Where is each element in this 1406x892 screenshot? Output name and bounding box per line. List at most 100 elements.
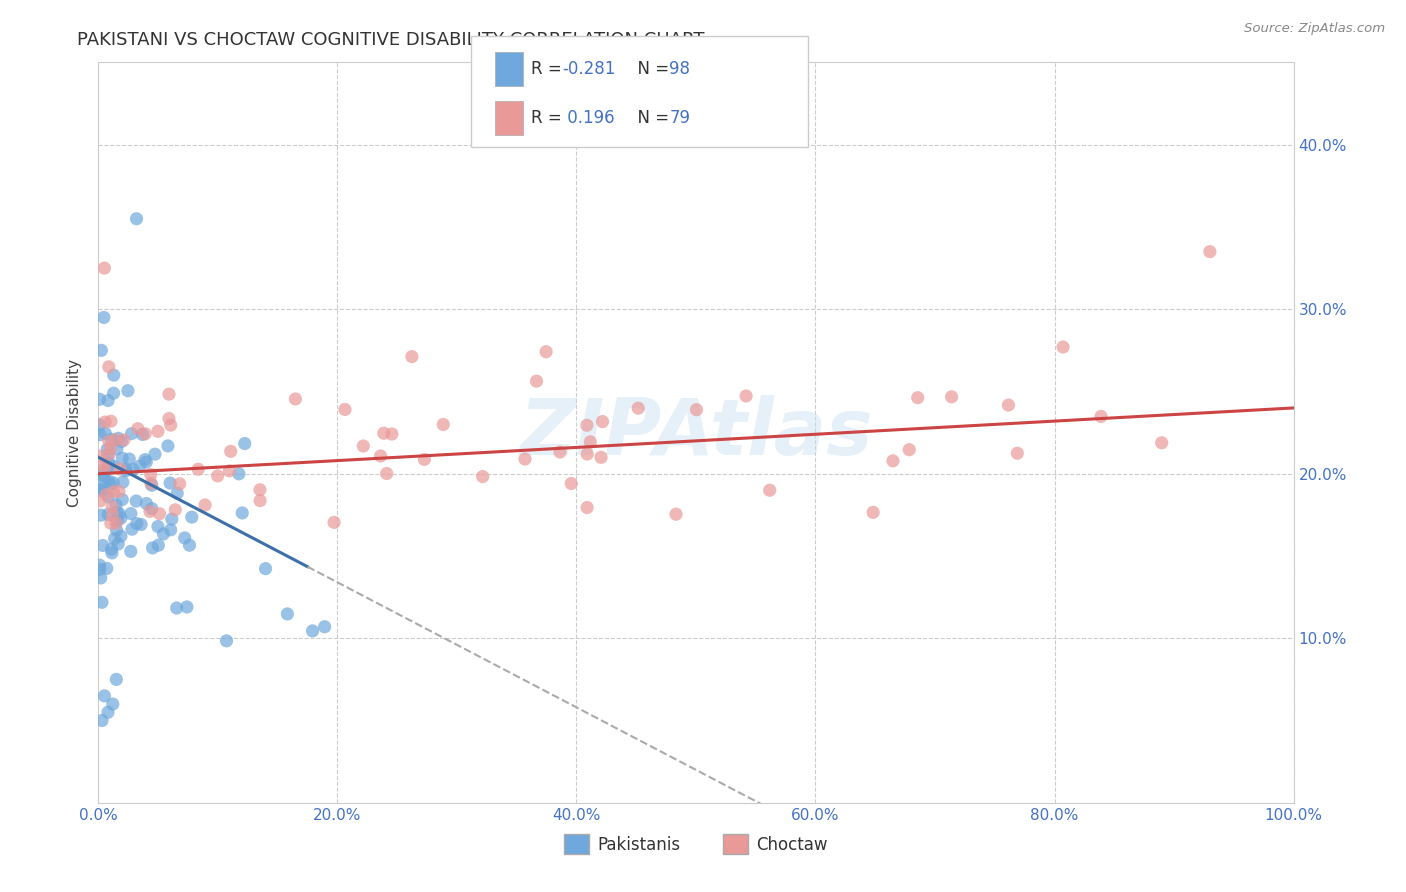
- Point: [131, 427, 153, 442]
- Point: [101, 546, 124, 560]
- Point: [233, 436, 256, 450]
- Point: [90, 343, 112, 358]
- Point: [218, 464, 240, 478]
- Point: [108, 462, 131, 476]
- Point: [93, 458, 115, 472]
- Point: [735, 389, 758, 403]
- Point: [314, 620, 336, 634]
- Point: [103, 386, 125, 401]
- Point: [115, 462, 138, 476]
- Point: [107, 537, 129, 551]
- Point: [96, 449, 118, 463]
- Point: [121, 522, 143, 536]
- Point: [97, 393, 120, 408]
- Point: [108, 484, 131, 499]
- Point: [98, 475, 121, 489]
- Point: [97, 508, 120, 522]
- Point: [152, 527, 174, 541]
- Point: [513, 452, 536, 467]
- Point: [284, 392, 307, 406]
- Point: [146, 519, 169, 533]
- Point: [89, 449, 111, 463]
- Point: [93, 461, 115, 475]
- Point: [101, 475, 124, 490]
- Point: [997, 398, 1019, 412]
- Point: [114, 464, 136, 478]
- Point: [432, 417, 454, 432]
- Point: [91, 539, 114, 553]
- Point: [301, 624, 323, 638]
- Point: [534, 344, 557, 359]
- Point: [187, 462, 209, 476]
- Point: [129, 517, 152, 532]
- Point: [579, 434, 602, 449]
- Point: [120, 507, 142, 521]
- Point: [134, 426, 156, 441]
- Point: [111, 451, 134, 466]
- Point: [97, 706, 120, 720]
- Point: [143, 447, 166, 461]
- Point: [89, 493, 111, 508]
- Point: [159, 476, 181, 491]
- Point: [179, 538, 201, 552]
- Point: [166, 601, 188, 615]
- Point: [94, 415, 117, 429]
- Point: [110, 511, 132, 525]
- Point: [254, 561, 277, 575]
- Point: [176, 599, 198, 614]
- Point: [101, 508, 124, 522]
- Text: 98: 98: [669, 60, 690, 78]
- Point: [159, 523, 181, 537]
- Point: [103, 459, 125, 474]
- Point: [1090, 409, 1112, 424]
- Point: [898, 442, 921, 457]
- Point: [333, 402, 356, 417]
- Point: [228, 467, 250, 481]
- Point: [249, 493, 271, 508]
- Point: [758, 483, 780, 498]
- Point: [135, 496, 157, 510]
- Point: [139, 504, 162, 518]
- Point: [125, 211, 148, 226]
- Point: [100, 432, 122, 446]
- Point: [103, 368, 125, 383]
- Point: [560, 476, 582, 491]
- Point: [352, 439, 374, 453]
- Point: [576, 500, 599, 515]
- Point: [101, 500, 124, 514]
- Point: [121, 426, 143, 441]
- Point: [1007, 446, 1029, 460]
- Point: [104, 532, 127, 546]
- Point: [907, 391, 929, 405]
- Point: [627, 401, 650, 416]
- Point: [108, 507, 131, 521]
- Point: [141, 478, 163, 492]
- Text: 79: 79: [669, 109, 690, 127]
- Text: PAKISTANI VS CHOCTAW COGNITIVE DISABILITY CORRELATION CHART: PAKISTANI VS CHOCTAW COGNITIVE DISABILIT…: [77, 31, 704, 49]
- Point: [105, 516, 128, 530]
- Point: [98, 447, 121, 461]
- Point: [105, 673, 128, 687]
- Point: [128, 459, 150, 474]
- Point: [173, 531, 195, 545]
- Point: [96, 442, 118, 457]
- Text: 0.196: 0.196: [562, 109, 614, 127]
- Point: [90, 478, 112, 492]
- Point: [120, 544, 142, 558]
- Point: [862, 505, 884, 519]
- Point: [139, 476, 162, 491]
- Point: [592, 415, 614, 429]
- Point: [105, 505, 128, 519]
- Point: [157, 387, 180, 401]
- Point: [941, 390, 963, 404]
- Point: [100, 441, 122, 455]
- Point: [148, 507, 170, 521]
- Point: [125, 516, 148, 531]
- Point: [141, 541, 163, 555]
- Point: [122, 462, 145, 476]
- Point: [134, 452, 156, 467]
- Point: [94, 426, 117, 441]
- Text: N =: N =: [627, 109, 675, 127]
- Point: [104, 433, 127, 447]
- Point: [207, 469, 229, 483]
